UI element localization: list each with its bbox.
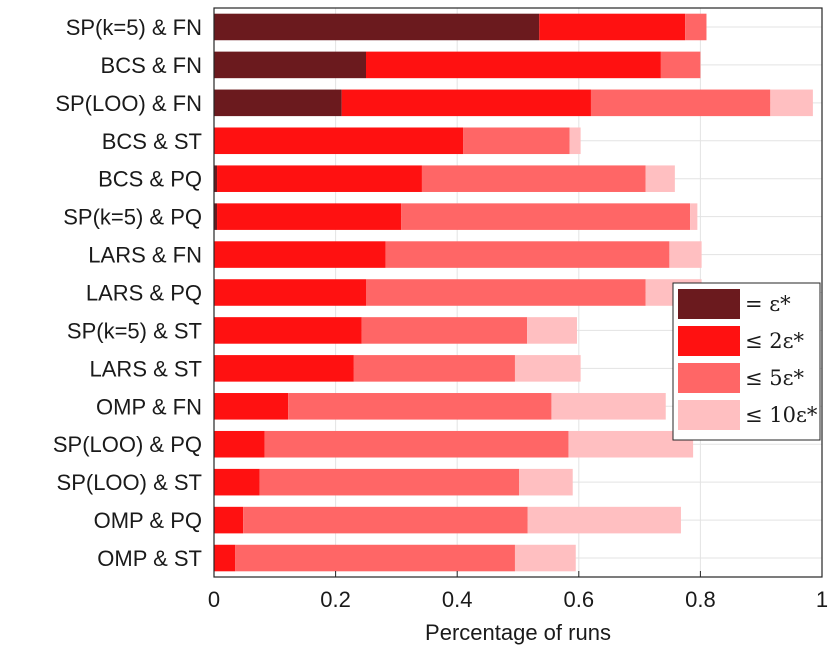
x-axis-title: Percentage of runs bbox=[425, 620, 611, 645]
category-label: BCS & ST bbox=[102, 129, 202, 154]
bar-segment bbox=[366, 279, 646, 306]
category-label: BCS & PQ bbox=[98, 167, 202, 192]
bar-segment bbox=[690, 203, 698, 230]
bar-segment bbox=[341, 89, 591, 117]
bar-segment bbox=[527, 506, 681, 534]
bar-segment bbox=[214, 506, 244, 534]
bar-segment bbox=[514, 355, 581, 382]
bar-segment bbox=[401, 203, 691, 230]
category-label: SP(k=5) & FN bbox=[66, 15, 202, 40]
legend-swatch bbox=[678, 326, 740, 356]
bar-segment bbox=[514, 544, 576, 572]
bar-segment bbox=[669, 241, 702, 268]
bar-segment bbox=[214, 203, 218, 230]
bar-segment bbox=[214, 355, 354, 382]
bar-segment bbox=[214, 127, 464, 155]
bar-segment bbox=[217, 165, 422, 192]
category-label: OMP & ST bbox=[97, 546, 202, 571]
bar-segment bbox=[217, 203, 402, 230]
bar-segment bbox=[235, 544, 515, 572]
plot-frame bbox=[213, 7, 823, 578]
x-tick-label: 0.6 bbox=[564, 587, 595, 612]
category-label: LARS & ST bbox=[90, 356, 202, 381]
category-label: OMP & FN bbox=[96, 394, 202, 419]
x-tick-labels: 0 0.2 0.4 0.6 0.8 1 bbox=[208, 571, 828, 612]
bar-segment bbox=[539, 13, 686, 41]
bar-segment bbox=[645, 165, 675, 192]
bar-segment bbox=[366, 51, 661, 79]
legend: = ε* ≤ 2ε* ≤ 5ε* ≤ 10ε* bbox=[672, 282, 821, 441]
bar-segment bbox=[214, 430, 265, 458]
bar-segment bbox=[214, 317, 362, 344]
legend-label: ≤ 5ε* bbox=[745, 366, 805, 390]
x-tick-label: 0.8 bbox=[685, 587, 716, 612]
legend-label: ≤ 2ε* bbox=[745, 329, 805, 353]
bar-segment bbox=[214, 241, 386, 268]
x-tick-label: 0 bbox=[208, 587, 220, 612]
bar-segment bbox=[264, 430, 569, 458]
bar-segment bbox=[214, 279, 366, 306]
bar-segment bbox=[568, 430, 694, 458]
bar-segment bbox=[770, 89, 813, 117]
bar-segment bbox=[385, 241, 670, 268]
category-label: SP(LOO) & PQ bbox=[53, 432, 202, 457]
bar-segment bbox=[214, 393, 289, 420]
bar-segment bbox=[685, 13, 707, 41]
bar-segment bbox=[214, 13, 540, 41]
bar-segment bbox=[214, 544, 236, 572]
bar-segment bbox=[527, 317, 577, 344]
bar-segment bbox=[519, 468, 573, 496]
legend-label: ≤ 10ε* bbox=[745, 403, 818, 427]
bar-segment bbox=[243, 506, 528, 534]
bar-segment bbox=[214, 165, 218, 192]
x-tick-label: 0.2 bbox=[320, 587, 351, 612]
bars bbox=[214, 13, 813, 572]
legend-swatch bbox=[678, 289, 740, 319]
bar-segment bbox=[463, 127, 570, 155]
bar-segment bbox=[353, 355, 515, 382]
category-label: BCS & FN bbox=[101, 53, 202, 78]
x-tick-label: 1 bbox=[816, 587, 828, 612]
bar-segment bbox=[421, 165, 646, 192]
bar-segment bbox=[590, 89, 771, 117]
legend-swatch bbox=[678, 363, 740, 393]
bar-segment bbox=[288, 393, 552, 420]
category-label: SP(k=5) & PQ bbox=[63, 205, 202, 230]
category-label: SP(LOO) & FN bbox=[55, 91, 202, 116]
category-label: LARS & FN bbox=[88, 243, 202, 268]
legend-label: = ε* bbox=[745, 292, 791, 316]
bar-segment bbox=[660, 51, 701, 79]
bar-segment bbox=[214, 89, 342, 117]
bar-segment bbox=[551, 393, 666, 420]
category-label: OMP & PQ bbox=[94, 508, 202, 533]
bar-segment bbox=[214, 51, 366, 79]
category-label: LARS & PQ bbox=[86, 281, 202, 306]
legend-swatch bbox=[678, 400, 740, 430]
bar-segment bbox=[569, 127, 581, 155]
x-tick-label: 0.4 bbox=[442, 587, 473, 612]
bar-segment bbox=[259, 468, 520, 496]
category-label: SP(LOO) & ST bbox=[57, 470, 202, 495]
bar-segment bbox=[361, 317, 528, 344]
category-label: SP(k=5) & ST bbox=[67, 318, 202, 343]
bar-segment bbox=[214, 468, 260, 496]
category-labels: SP(k=5) & FN BCS & FN SP(LOO) & FN BCS & ST… bbox=[53, 15, 202, 571]
